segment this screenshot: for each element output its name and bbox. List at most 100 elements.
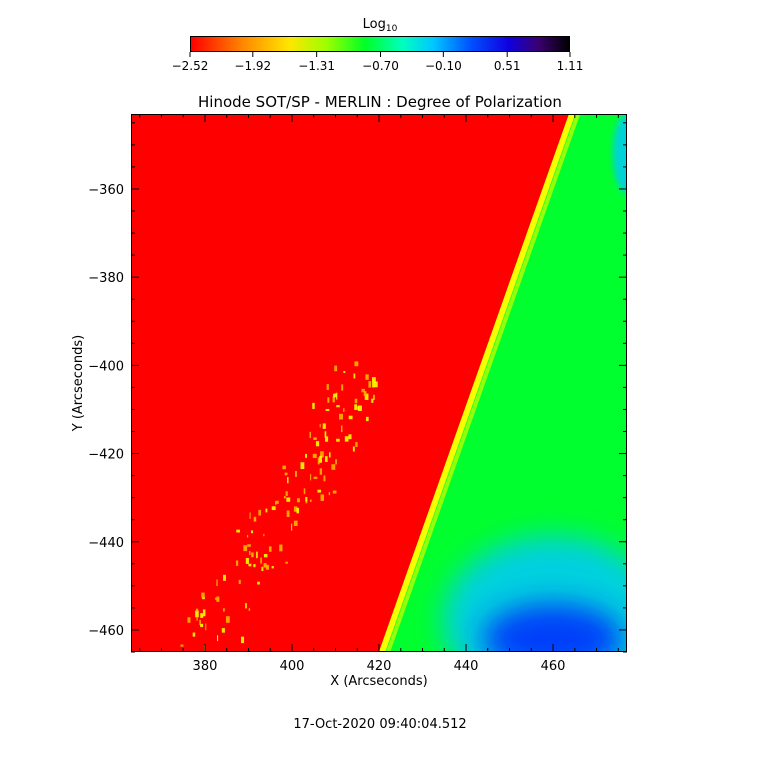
heatmap-plage-spot (328, 492, 331, 496)
colorbar-tick-label: −0.70 (362, 59, 399, 73)
heatmap-plage-spot (225, 616, 230, 623)
y-tick-label: −460 (88, 624, 124, 639)
heatmap-plage-spot (328, 452, 331, 458)
heatmap-plage-spot (364, 393, 369, 400)
x-tick-label: 460 (541, 659, 566, 674)
heatmap-plage-spot (303, 488, 306, 495)
heatmap-strong-region (483, 603, 624, 652)
heatmap-plage-spot (223, 608, 225, 612)
heatmap-plage-spot (325, 456, 328, 463)
heatmap-plage-spot (245, 557, 249, 564)
heatmap-plage-spot (341, 425, 343, 433)
heatmap-plage-spot (275, 500, 279, 504)
heatmap-plage-spot (341, 384, 344, 391)
heatmap-plage-spot (200, 613, 204, 618)
heatmap-plage-spot (240, 636, 245, 644)
heatmap-plage-spot (282, 465, 286, 470)
heatmap-plage-spot (371, 377, 376, 383)
heatmap-plage-spot (284, 472, 288, 476)
x-tick-label: 400 (280, 659, 305, 674)
heatmap-plage-spot (332, 396, 335, 403)
x-tick-label: 440 (454, 659, 479, 674)
heatmap-plage-spot (320, 494, 325, 501)
heatmap-plage-spot (261, 566, 264, 572)
plot-title: Hinode SOT/SP - MERLIN : Degree of Polar… (198, 93, 562, 111)
heatmap-plage-spot (305, 500, 308, 504)
colorbar-tick-label: 0.51 (494, 59, 521, 73)
heatmap-plage-spot (353, 373, 356, 379)
colorbar-label-sub: 10 (385, 24, 398, 34)
heatmap-plage-spot (296, 507, 300, 514)
heatmap-plage-spot (334, 393, 337, 398)
heatmap-plage-spot (343, 370, 346, 373)
heatmap-plage-spot (354, 398, 358, 404)
heatmap-plage-spot (195, 610, 199, 618)
heatmap-plage-spot (248, 607, 251, 611)
heatmap-plage-spot (215, 597, 218, 600)
heatmap-plage-spot (373, 394, 375, 400)
heatmap-plage-spot (249, 550, 251, 555)
heatmap-plage-spot (305, 453, 307, 458)
heatmap-plage-spot (365, 416, 369, 422)
y-tick-label: −440 (88, 536, 124, 551)
heatmap-plage-spot (319, 468, 323, 475)
heatmap-plage-spot (263, 563, 267, 568)
heatmap-plage-spot (249, 512, 251, 519)
heatmap-plage-spot (202, 609, 206, 617)
x-tick-label: 420 (367, 659, 392, 674)
heatmap-plage-spot (344, 436, 349, 442)
heatmap-plage-spot (354, 404, 358, 410)
heatmap-plage-spot (221, 628, 225, 633)
heatmap-plage-spot (332, 490, 337, 494)
heatmap-plage-spot (310, 474, 312, 481)
heatmap-plage-spot (251, 530, 254, 534)
x-axis-label: X (Arcseconds) (330, 674, 427, 689)
heatmap-plage-spot (325, 408, 330, 411)
heatmap-plage-spot (216, 596, 220, 602)
heatmap-plage-spot (181, 660, 182, 662)
heatmap-plage-spot (286, 497, 291, 502)
heatmap-plage-spot (271, 506, 276, 511)
heatmap-plage-spot (285, 561, 288, 564)
heatmap-plage-features (180, 361, 378, 673)
heatmap-plage-spot (263, 533, 265, 537)
heatmap-plage-spot (205, 623, 207, 631)
heatmap-plage-spot (253, 563, 256, 568)
heatmap-plage-spot (317, 489, 322, 493)
heatmap-plage-spot (354, 361, 359, 367)
heatmap-plage-spot (371, 398, 374, 403)
heatmap-plage-spot (348, 434, 352, 440)
x-tick-label: 380 (193, 659, 218, 674)
heatmap-plage-spot (286, 510, 290, 518)
heatmap-plage-spot (183, 668, 184, 673)
heatmap-plage-spot (325, 436, 329, 442)
colorbar-tick-label: −1.31 (298, 59, 335, 73)
heatmap-plage-spot (265, 564, 270, 570)
heatmap-plage-spot (263, 553, 268, 558)
timestamp: 17-Oct-2020 09:40:04.512 (293, 717, 467, 732)
heatmap-plage-spot (368, 381, 372, 388)
heatmap-plage-spot (336, 438, 340, 442)
heatmap-plage-spot (319, 423, 321, 428)
heatmap-plage-spot (355, 442, 358, 447)
heatmap-plage-spot (357, 406, 360, 411)
heatmap-plage-spot (343, 408, 345, 412)
colorbar-tick-label: −0.10 (425, 59, 462, 73)
heatmap-plage-spot (201, 592, 205, 598)
colorbar-tick-label: −1.92 (234, 59, 271, 73)
heatmap-plage-spot (243, 545, 248, 552)
heatmap-plage-spot (312, 453, 317, 459)
heatmap-plage-spot (295, 471, 297, 477)
y-tick-label: −360 (88, 183, 124, 198)
heatmap-plage-spot (313, 476, 318, 479)
heatmap-plage-spot (315, 441, 320, 447)
heatmap-plage-spot (257, 581, 260, 585)
heatmap-limb-transition (385, 114, 581, 652)
heatmap-limb-edge (378, 114, 576, 652)
heatmap-plage-spot (365, 374, 369, 380)
heatmap-plage-spot (333, 393, 335, 398)
heatmap-plage-spot (180, 644, 184, 647)
heatmap-plage-spot (260, 557, 262, 564)
heatmap-plage-spot (253, 516, 257, 522)
